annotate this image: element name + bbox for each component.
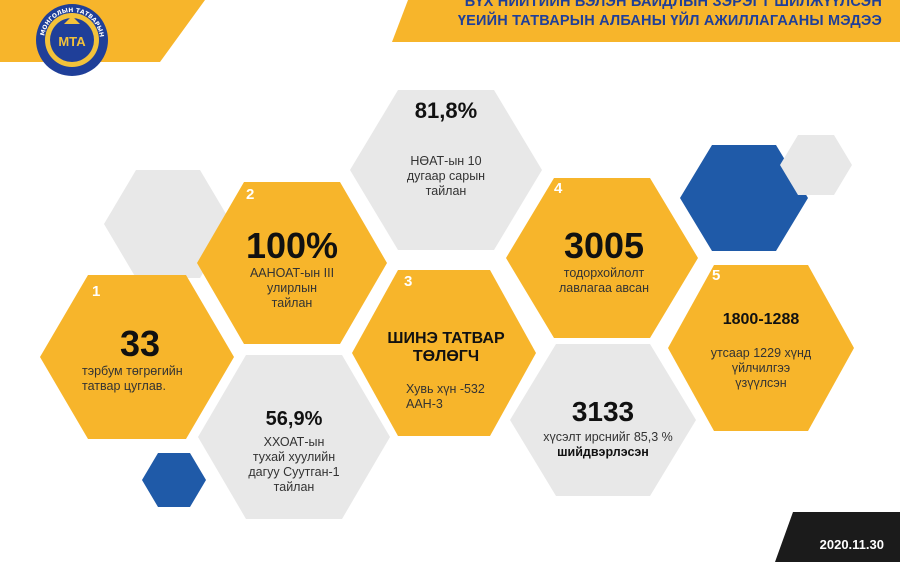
stat-value: 3005 (563, 225, 645, 266)
stat-cit-quarter: 100% ААНОАТ-ын III улирлын тайлан (217, 226, 367, 311)
stat-index: 3 (404, 273, 413, 290)
stat-references: 3005 тодорхойлолт лавлагаа авсан (529, 226, 679, 296)
stat-label: ААНОАТ-ын III улирлын тайлан (249, 266, 335, 310)
stat-value: 56,9% (265, 408, 323, 430)
stat-pit-report: 56,9% ХХОАТ-ын тухай хуулийн дагуу Суутг… (219, 407, 369, 495)
header-title-line1: БҮХ НИЙТИЙН БЭЛЭН БАЙДЛЫН ЗЭРЭГТ ШИЛЖҮҮЛ… (464, 0, 882, 10)
stat-index: 2 (246, 186, 255, 203)
stat-label: ХХОАТ-ын тухай хуулийн дагуу Суутган-1 т… (248, 435, 340, 494)
header-title-line2: ҮЕИЙН ТАТВАРЫН АЛБАНЫ ҮЙЛ АЖИЛЛАГААНЫ МЭ… (457, 13, 882, 29)
stat-label: тэрбум төгрөгийн татвар цуглав. (82, 364, 183, 393)
stat-requests: 3133 хүсэлт ирснийг 85,3 % шийдвэрлэсэн (528, 396, 678, 460)
stat-value: 100% (245, 225, 339, 266)
stat-label: утсаар 1229 хүнд үйлчилгээ үзүүлсэн (710, 346, 812, 390)
stat-index: 1 (92, 283, 101, 300)
stat-value: ШИНЭ ТАТВАР ТӨЛӨГЧ (387, 330, 505, 365)
stat-value: 3133 (571, 396, 635, 427)
stat-label: тодорхойлолт лавлагаа авсан (558, 266, 650, 295)
stat-new-taxpayer: ШИНЭ ТАТВАР ТӨЛӨГЧ Хувь хүн -532 ААН-3 (371, 330, 521, 412)
tax-authority-logo: МОНГОЛЫН ТАТВАРЫН АЛБА МТА (32, 0, 110, 78)
stat-label: Хувь хүн -532 ААН-3 (406, 382, 485, 411)
report-date: 2020.11.30 (819, 537, 884, 552)
stat-value: 33 (119, 323, 161, 364)
stat-value: 81,8% (414, 98, 478, 123)
stat-index: 5 (712, 267, 721, 284)
date-box (775, 512, 900, 562)
stat-label: НӨАТ-ын 10 дугаар сарын тайлан (406, 154, 486, 198)
stat-vat-october: 81,8% НӨАТ-ын 10 дугаар сарын тайлан (371, 98, 521, 199)
stat-value: 1800-1288 (722, 311, 800, 328)
stat-tax-collected: 33 тэрбум төгрөгийн татвар цуглав. (65, 324, 215, 394)
stat-phone-service: 1800-1288 утсаар 1229 хүнд үйлчилгээ үзү… (686, 310, 836, 391)
logo-monogram: МТА (58, 34, 86, 49)
stat-label-bold: шийдвэрлэсэн (557, 445, 649, 459)
stat-index: 4 (554, 180, 563, 197)
stat-label: хүсэлт ирснийг 85,3 % (543, 430, 673, 444)
